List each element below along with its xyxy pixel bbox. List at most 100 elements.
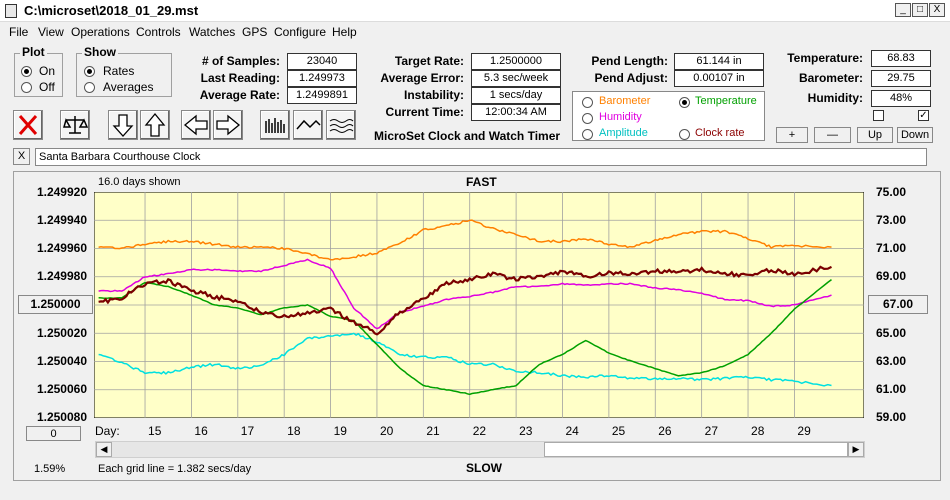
menu-configure[interactable]: Configure xyxy=(274,25,327,39)
plot-off-label: Off xyxy=(39,80,55,94)
app-icon xyxy=(5,4,17,18)
menu-bar: File View Operations Controls Watches GP… xyxy=(0,22,950,42)
right-tick-label: 71.00 xyxy=(875,241,907,255)
description-input[interactable]: Santa Barbara Courthouse Clock xyxy=(35,148,927,166)
menu-operations[interactable]: Operations xyxy=(71,25,130,39)
arrow-left-icon xyxy=(183,114,208,136)
menu-gps[interactable]: GPS xyxy=(242,25,268,39)
line-view-button[interactable] xyxy=(293,110,323,140)
current-time-value: 12:00:34 AM xyxy=(471,104,561,121)
down-arrow-button[interactable] xyxy=(108,110,138,140)
fast-label: FAST xyxy=(466,175,497,189)
day-tick-label: 18 xyxy=(287,424,301,438)
last-reading-label: Last Reading: xyxy=(200,71,280,85)
left-tick-label: 1.250020 xyxy=(36,326,87,340)
series-line-barometer xyxy=(98,219,832,261)
temperature-checkbox[interactable]: ✓ xyxy=(918,110,929,121)
day-tick-label: 24 xyxy=(565,424,579,438)
scale-icon xyxy=(63,116,89,134)
series-line-clock-rate xyxy=(98,265,832,336)
day-tick-label: 27 xyxy=(704,424,718,438)
up-arrow-button[interactable] xyxy=(140,110,170,140)
legend-clockrate-radio[interactable] xyxy=(679,129,690,140)
day-tick-label: 23 xyxy=(519,424,533,438)
menu-watches[interactable]: Watches xyxy=(189,25,236,39)
day-tick-label: 17 xyxy=(240,424,255,438)
horizontal-scrollbar[interactable]: ◀ ▶ xyxy=(95,441,865,458)
series-line-temperature xyxy=(98,279,832,396)
instability-value: 1 secs/day xyxy=(471,87,561,104)
day-tick-label: 20 xyxy=(379,424,394,438)
left-arrow-button[interactable] xyxy=(181,110,211,140)
center-rate-button[interactable]: 1.250000 xyxy=(18,295,93,314)
down-button[interactable]: Down xyxy=(897,127,933,143)
show-averages-label: Averages xyxy=(103,80,154,94)
bar-view-button[interactable] xyxy=(260,110,290,140)
show-rates-label: Rates xyxy=(103,64,135,78)
up-button[interactable]: Up xyxy=(857,127,893,143)
average-error-label: Average Error: xyxy=(380,71,464,85)
humidity-checkbox[interactable] xyxy=(873,110,884,121)
balance-button[interactable] xyxy=(60,110,90,140)
legend-barometer-radio[interactable] xyxy=(582,97,593,108)
wave-line-icon xyxy=(296,119,321,130)
series-legend: Barometer Temperature Humidity Amplitude… xyxy=(572,91,765,141)
humidity-label: Humidity: xyxy=(807,91,863,105)
legend-temperature-radio[interactable] xyxy=(679,97,690,108)
legend-amplitude-radio[interactable] xyxy=(582,129,593,140)
multi-wave-icon xyxy=(329,119,354,133)
plot-off-radio[interactable] xyxy=(21,82,32,93)
menu-controls[interactable]: Controls xyxy=(136,25,181,39)
scroll-thumb[interactable] xyxy=(544,442,848,457)
scroll-left-arrow-icon[interactable]: ◀ xyxy=(96,442,112,457)
plot-on-label: On xyxy=(39,64,56,78)
last-reading-value: 1.249973 xyxy=(287,70,357,87)
left-tick-label: 1.250040 xyxy=(36,354,87,368)
plus-button[interactable]: + xyxy=(776,127,808,143)
chart-plot-area xyxy=(94,192,864,418)
percent-label: 1.59% xyxy=(34,463,66,475)
pend-adjust-value: 0.00107 in xyxy=(674,70,764,87)
right-arrow-button[interactable] xyxy=(213,110,243,140)
pend-adjust-label: Pend Adjust: xyxy=(594,71,668,85)
left-tick-label: 1.249920 xyxy=(36,185,87,199)
day-tick-label: 21 xyxy=(426,424,440,438)
center-env-button[interactable]: 67.00 xyxy=(868,295,928,314)
show-averages-radio[interactable] xyxy=(84,82,95,93)
legend-barometer: Barometer xyxy=(599,95,651,107)
show-rates-radio[interactable] xyxy=(84,66,95,77)
zero-button[interactable]: 0 xyxy=(26,426,81,441)
right-tick-label: 63.00 xyxy=(875,354,907,368)
maximize-button[interactable]: □ xyxy=(912,3,928,17)
humidity-value: 48% xyxy=(871,90,931,107)
title-bar: C:\microset\2018_01_29.mst _ □ X xyxy=(0,0,950,22)
legend-humidity-radio[interactable] xyxy=(582,113,593,124)
day-tick-label: 29 xyxy=(797,424,811,438)
bars-icon xyxy=(265,118,285,133)
days-shown-label: 16.0 days shown xyxy=(98,176,181,188)
clear-description-button[interactable]: X xyxy=(13,148,30,165)
minimize-button[interactable]: _ xyxy=(895,3,911,17)
barometer-label: Barometer: xyxy=(798,71,863,85)
right-tick-label: 73.00 xyxy=(875,213,907,227)
left-tick-label: 1.249960 xyxy=(36,241,87,255)
plot-on-radio[interactable] xyxy=(21,66,32,77)
grid-note: Each grid line = 1.382 secs/day xyxy=(98,463,252,475)
legend-temperature: Temperature xyxy=(695,95,757,107)
window-title: C:\microset\2018_01_29.mst xyxy=(24,3,199,18)
samples-value: 23040 xyxy=(287,53,357,70)
menu-file[interactable]: File xyxy=(9,25,29,39)
left-tick-label: 1.250080 xyxy=(36,410,87,424)
left-tick-label: 1.249940 xyxy=(36,213,87,227)
smooth-view-button[interactable] xyxy=(326,110,356,140)
menu-help[interactable]: Help xyxy=(332,25,357,39)
stop-button[interactable] xyxy=(13,110,43,140)
minus-button[interactable]: — xyxy=(814,127,851,143)
series-line-amplitude xyxy=(98,332,832,387)
scroll-right-arrow-icon[interactable]: ▶ xyxy=(848,442,864,457)
close-button[interactable]: X xyxy=(929,3,945,17)
series-line-humidity xyxy=(98,258,832,330)
menu-view[interactable]: View xyxy=(38,25,64,39)
average-rate-value: 1.2499891 xyxy=(287,87,357,104)
x-icon xyxy=(18,115,38,135)
